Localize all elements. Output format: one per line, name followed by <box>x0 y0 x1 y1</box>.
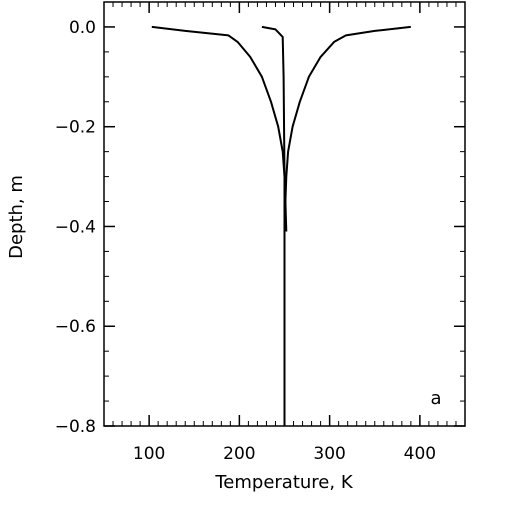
y-tick-label: −0.6 <box>55 317 96 337</box>
y-axis-label: Depth, m <box>6 175 27 259</box>
x-tick-label: 100 <box>133 444 165 464</box>
series-line <box>283 25 411 232</box>
x-tick-label: 200 <box>223 444 255 464</box>
x-tick-label: 300 <box>313 444 345 464</box>
series-line <box>261 25 286 426</box>
y-tick-label: −0.2 <box>55 118 96 138</box>
y-tick-label: 0.0 <box>69 18 96 38</box>
panel-annotation: a <box>430 388 441 409</box>
x-tick-label: 400 <box>404 444 436 464</box>
series-line <box>151 25 288 232</box>
x-tick-labels: 100 200 300 400 <box>133 444 436 464</box>
y-tick-label: −0.4 <box>55 217 96 237</box>
y-tick-label: −0.8 <box>55 417 96 437</box>
series-layer <box>151 25 411 426</box>
y-tick-labels: 0.0 −0.2 −0.4 −0.6 −0.8 <box>55 18 96 437</box>
x-axis-label: Temperature, K <box>214 472 353 493</box>
plot-frame <box>103 1 466 427</box>
